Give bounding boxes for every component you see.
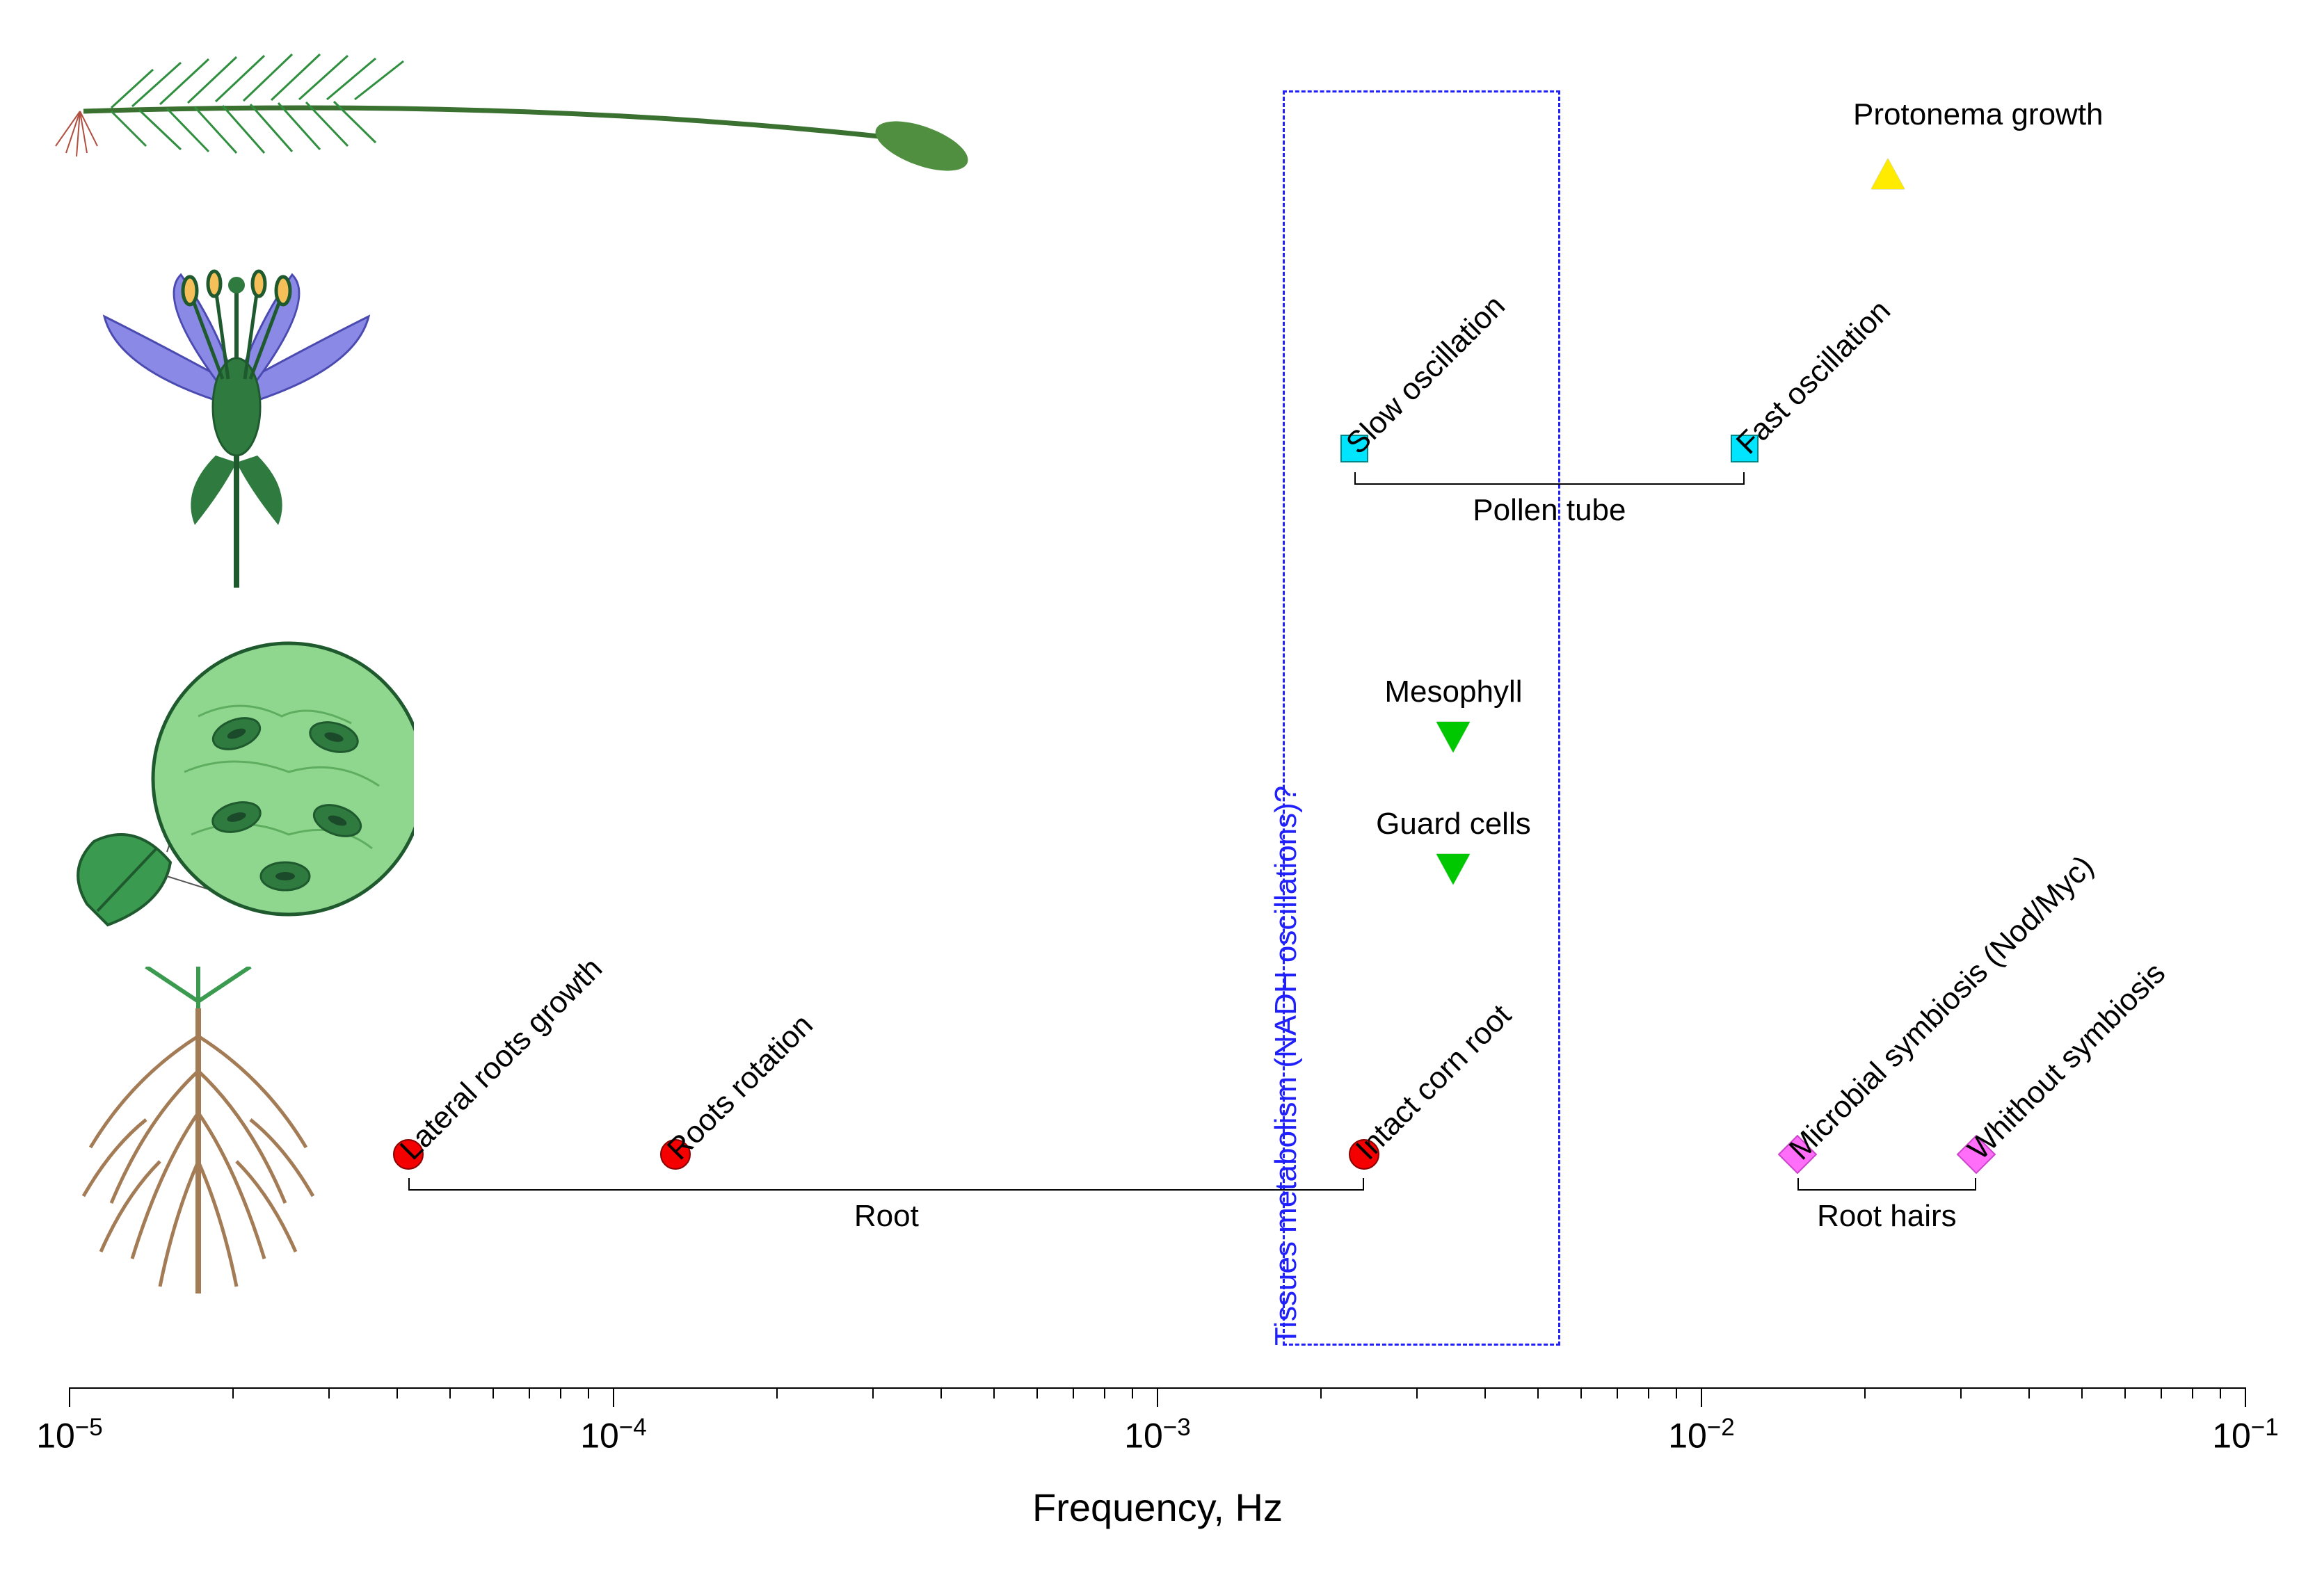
tick-minor bbox=[2028, 1387, 2030, 1398]
tick-minor bbox=[1132, 1387, 1133, 1398]
root-illustration bbox=[63, 967, 334, 1300]
nadh-region-box bbox=[1283, 90, 1560, 1346]
tick-minor bbox=[872, 1387, 874, 1398]
tick-minor bbox=[1104, 1387, 1105, 1398]
tick-minor bbox=[1416, 1387, 1418, 1398]
tick-major bbox=[1701, 1387, 1702, 1407]
tick-minor bbox=[1537, 1387, 1539, 1398]
tick-minor bbox=[2081, 1387, 2083, 1398]
tick-minor bbox=[2161, 1387, 2162, 1398]
tick-minor bbox=[396, 1387, 398, 1398]
tick-minor bbox=[2220, 1387, 2221, 1398]
point-label: Protonema growth bbox=[1853, 97, 2104, 132]
x-axis-title: Frequency, Hz bbox=[1032, 1485, 1283, 1530]
bracket-label: Root hairs bbox=[1817, 1199, 1957, 1234]
moss-illustration bbox=[42, 42, 981, 188]
tick-minor bbox=[1484, 1387, 1486, 1398]
point-label: Mesophyll bbox=[1384, 675, 1522, 709]
tick-minor bbox=[1617, 1387, 1618, 1398]
tick-minor bbox=[1676, 1387, 1677, 1398]
tick-label: 10−3 bbox=[1124, 1414, 1191, 1456]
tick-label: 10−1 bbox=[2212, 1414, 2279, 1456]
tick-minor bbox=[1036, 1387, 1038, 1398]
tick-minor bbox=[560, 1387, 561, 1398]
point-label: Whithout symbiosis bbox=[1962, 956, 2172, 1167]
tick-minor bbox=[232, 1387, 234, 1398]
tick-major bbox=[69, 1387, 70, 1407]
bracket-label: Pollen tube bbox=[1473, 493, 1626, 528]
tick-minor bbox=[940, 1387, 942, 1398]
tick-minor bbox=[776, 1387, 778, 1398]
data-point bbox=[1436, 722, 1470, 752]
tick-minor bbox=[529, 1387, 530, 1398]
tick-minor bbox=[492, 1387, 494, 1398]
tick-label: 10−5 bbox=[36, 1414, 103, 1456]
leaf-illustration bbox=[59, 612, 414, 956]
tick-label: 10−2 bbox=[1668, 1414, 1735, 1456]
chart-container: Tissues metabolism (NADH oscillations)? bbox=[0, 0, 2315, 1596]
tick-minor bbox=[993, 1387, 995, 1398]
tick-minor bbox=[1320, 1387, 1322, 1398]
data-point bbox=[1871, 159, 1905, 189]
tick-major bbox=[613, 1387, 614, 1407]
flower-illustration bbox=[77, 247, 396, 595]
tick-minor bbox=[1864, 1387, 1866, 1398]
tick-minor bbox=[1580, 1387, 1582, 1398]
tick-major bbox=[1157, 1387, 1158, 1407]
tick-label: 10−4 bbox=[580, 1414, 647, 1456]
tick-major bbox=[2245, 1387, 2246, 1407]
tick-minor bbox=[588, 1387, 589, 1398]
tick-minor bbox=[2124, 1387, 2126, 1398]
tick-minor bbox=[2192, 1387, 2193, 1398]
tick-minor bbox=[328, 1387, 330, 1398]
point-label: Guard cells bbox=[1376, 807, 1531, 841]
nadh-region-label: Tissues metabolism (NADH oscillations)? bbox=[1269, 786, 1304, 1346]
tick-minor bbox=[1648, 1387, 1649, 1398]
tick-minor bbox=[1960, 1387, 1962, 1398]
point-label: Fast oscillation bbox=[1730, 293, 1898, 461]
tick-minor bbox=[1073, 1387, 1074, 1398]
bracket-label: Root bbox=[854, 1199, 919, 1234]
data-point bbox=[1436, 854, 1470, 885]
point-label: Roots rotation bbox=[661, 1008, 820, 1167]
tick-minor bbox=[449, 1387, 451, 1398]
point-label: Microbial symbiosis (Nod/Myc) bbox=[1782, 849, 2100, 1167]
point-label: Lateral roots growth bbox=[394, 951, 609, 1167]
